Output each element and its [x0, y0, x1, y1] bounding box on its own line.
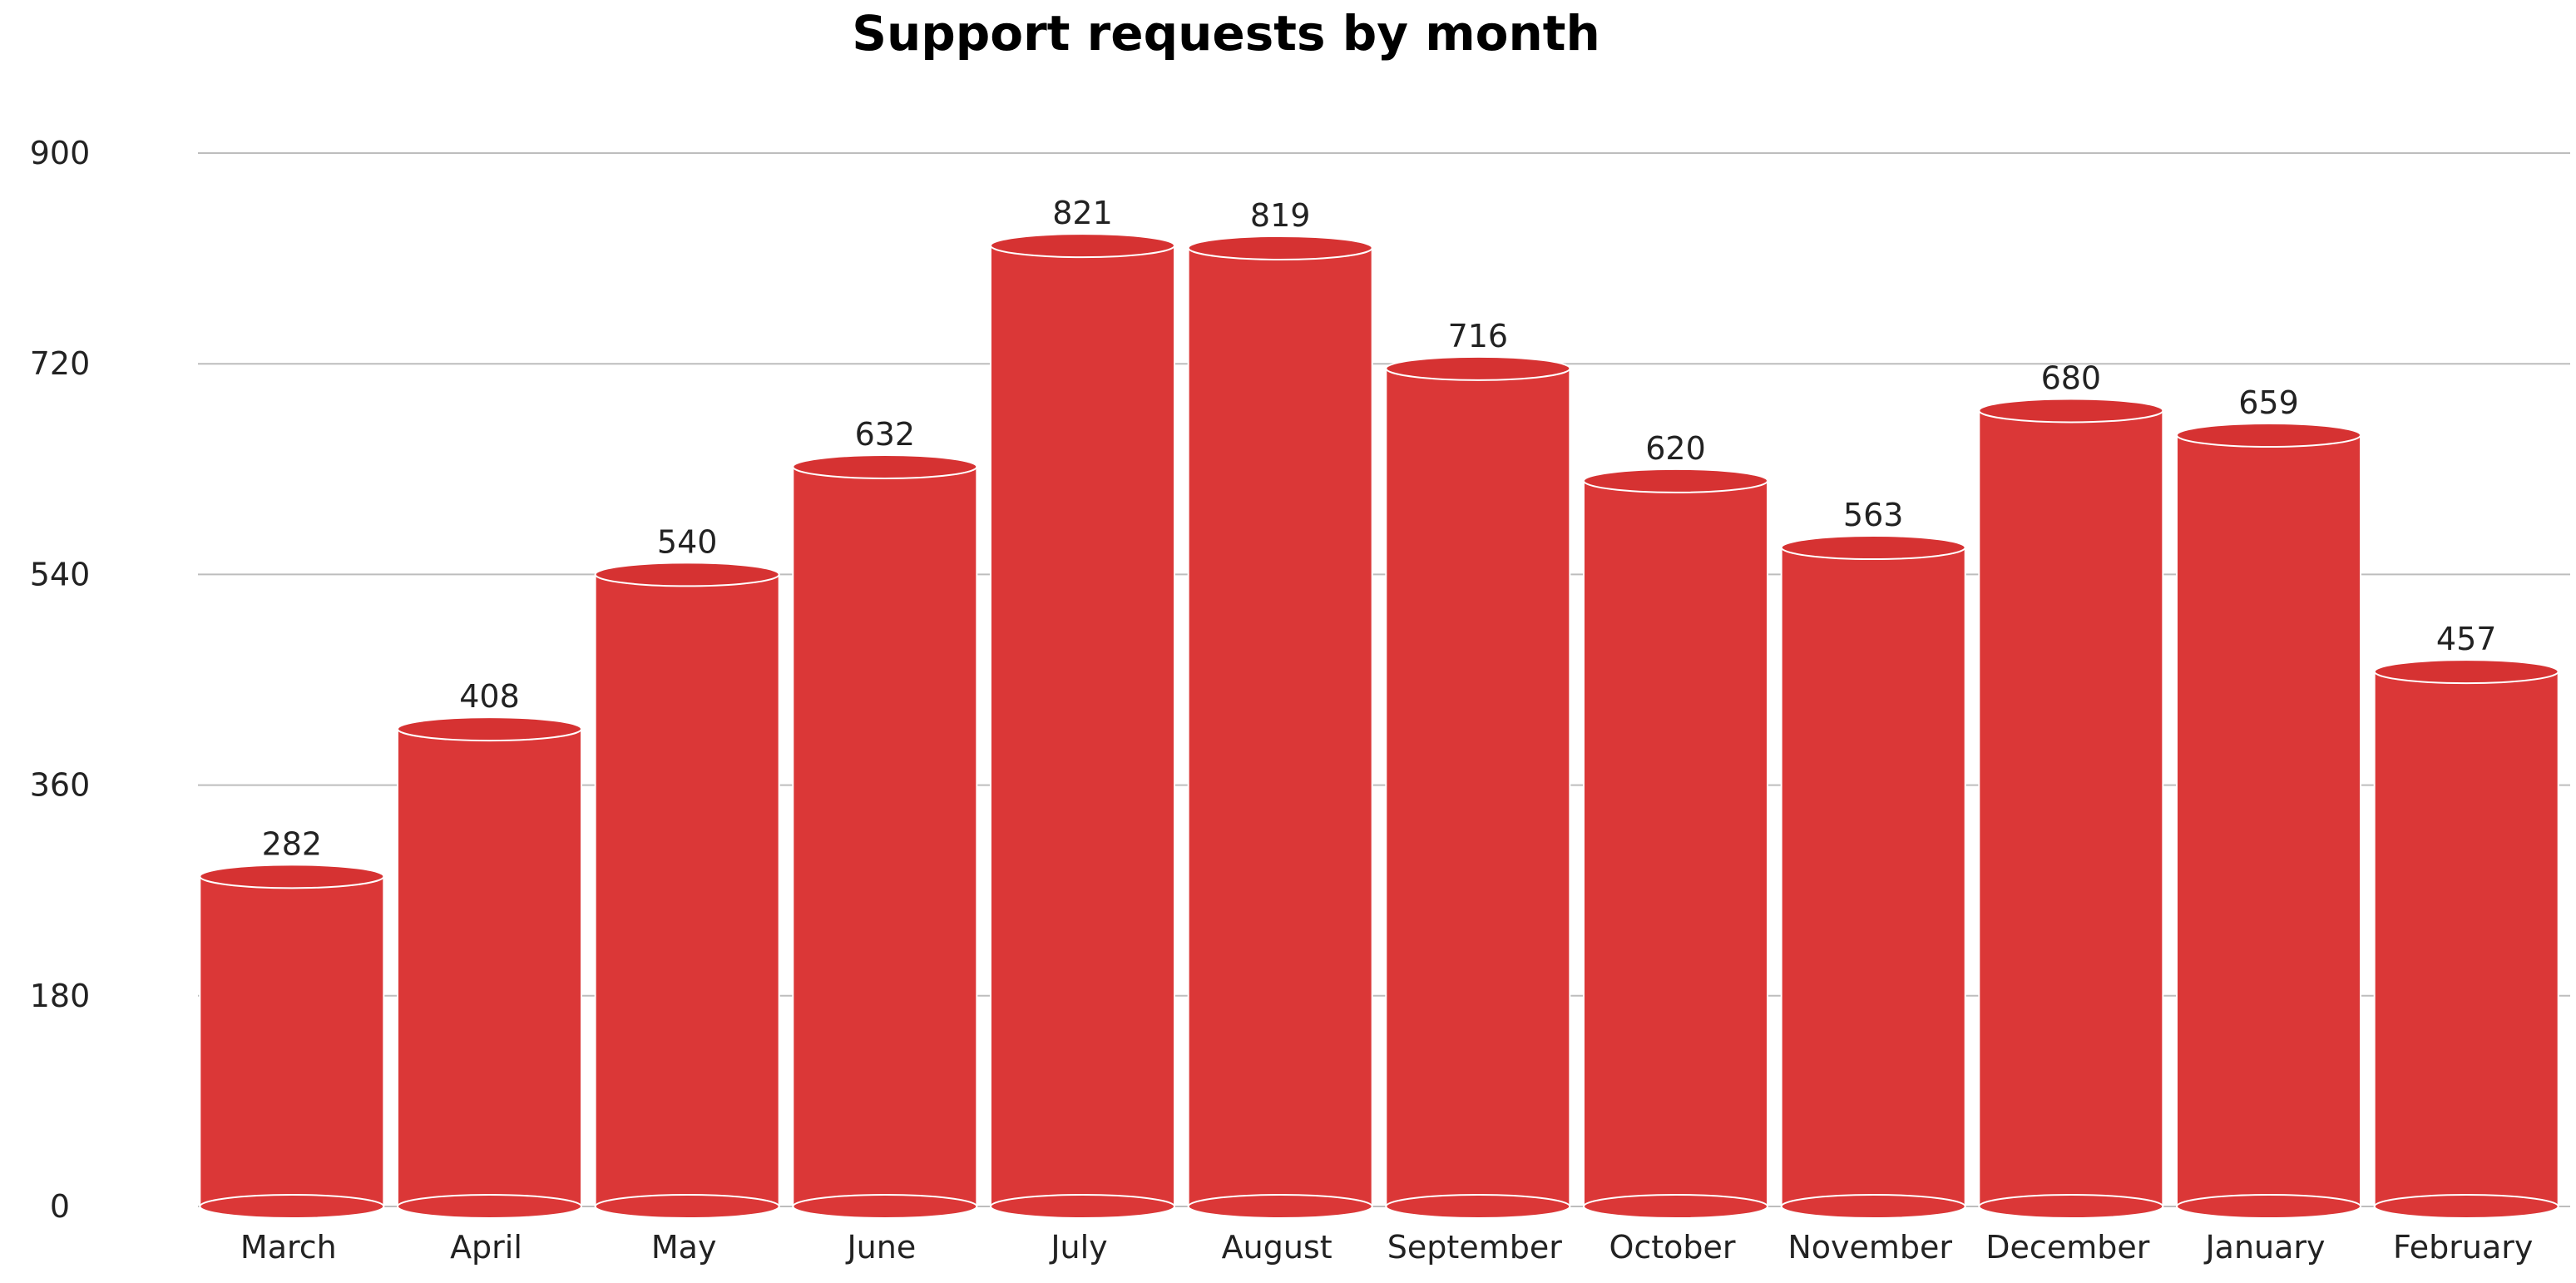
y-tick-label: 180 — [30, 978, 91, 1014]
bar-top — [1780, 535, 1966, 561]
bar-base — [1582, 1194, 1769, 1219]
y-axis-ticks: 0 180 360 540 720 900 — [30, 135, 91, 1225]
bar-top — [1385, 355, 1571, 381]
bar-base — [199, 1194, 385, 1219]
bar-body — [1583, 480, 1768, 1206]
bar-body — [1979, 410, 2163, 1206]
y-tick-label: 360 — [30, 767, 91, 804]
x-tick-label: March — [240, 1229, 337, 1266]
bar-body — [990, 245, 1175, 1206]
value-label: 457 — [2436, 621, 2497, 657]
bar-top — [199, 864, 385, 889]
bar-base — [1978, 1194, 2164, 1219]
bar — [1187, 235, 1373, 1219]
bar — [1582, 468, 1769, 1219]
bar-body — [2374, 671, 2559, 1206]
bar-body — [595, 574, 779, 1206]
bar-base — [2175, 1194, 2362, 1219]
value-label: 821 — [1052, 195, 1113, 231]
bar — [199, 864, 385, 1219]
value-label: 716 — [1448, 318, 1509, 354]
value-label: 632 — [855, 416, 916, 453]
bar-body — [793, 466, 977, 1206]
bar-body — [200, 876, 384, 1206]
x-tick-label: August — [1222, 1229, 1332, 1266]
bar-top — [792, 453, 978, 479]
y-tick-label: 0 — [50, 1188, 70, 1225]
bar-top — [594, 562, 780, 587]
bar-body — [2176, 435, 2361, 1206]
x-tick-label: November — [1787, 1229, 1952, 1266]
value-label: 819 — [1250, 197, 1311, 234]
bar-top — [2373, 659, 2559, 685]
bar — [396, 716, 583, 1219]
bar-base — [2373, 1194, 2559, 1219]
bar-base — [396, 1194, 583, 1219]
bar-top — [396, 716, 583, 742]
grid-lines — [198, 152, 2570, 1207]
bar-top — [2175, 423, 2362, 448]
value-label: 282 — [262, 825, 323, 862]
chart-title: Support requests by month — [852, 5, 1600, 62]
x-tick-label: January — [2203, 1229, 2325, 1266]
bar-base — [792, 1194, 978, 1219]
bars — [199, 233, 2559, 1219]
bar — [2373, 659, 2559, 1219]
bar — [1385, 355, 1571, 1219]
value-label: 620 — [1645, 430, 1706, 467]
bar-base — [1187, 1194, 1373, 1219]
value-label: 540 — [657, 523, 718, 560]
x-tick-label: June — [845, 1229, 916, 1266]
bar-top — [1978, 398, 2164, 424]
value-label: 680 — [2041, 359, 2102, 396]
bar-base — [594, 1194, 780, 1219]
bar-body — [1188, 247, 1372, 1207]
bar — [1780, 535, 1966, 1219]
x-axis-categories: March April May June July August September Octo… — [240, 1229, 2533, 1266]
bar — [989, 233, 1176, 1219]
bar-body — [1781, 547, 1965, 1206]
bar-body — [1386, 368, 1570, 1206]
value-labels: 282 408 540 632 821 819 716 620 563 680 659 457 — [262, 195, 2497, 862]
y-tick-label: 540 — [30, 556, 91, 592]
x-tick-label: April — [450, 1229, 522, 1266]
x-tick-label: July — [1049, 1229, 1107, 1266]
bar-top — [1582, 468, 1769, 493]
bar — [2175, 423, 2362, 1219]
bar-base — [989, 1194, 1176, 1219]
value-label: 408 — [459, 678, 520, 715]
bar — [1978, 398, 2164, 1219]
value-label: 563 — [1843, 497, 1904, 533]
x-tick-label: October — [1609, 1229, 1735, 1266]
value-label: 659 — [2238, 384, 2299, 421]
bar-base — [1780, 1194, 1966, 1219]
bar-base — [1385, 1194, 1571, 1219]
x-tick-label: May — [651, 1229, 717, 1266]
x-tick-label: September — [1387, 1229, 1562, 1266]
y-tick-label: 900 — [30, 135, 91, 171]
bar-top — [989, 233, 1176, 259]
bar — [792, 453, 978, 1219]
bar — [594, 562, 780, 1219]
x-tick-label: February — [2393, 1229, 2533, 1266]
bar-body — [397, 729, 582, 1206]
bar-top — [1187, 235, 1373, 260]
y-tick-label: 720 — [30, 345, 91, 382]
x-tick-label: December — [1985, 1229, 2149, 1266]
